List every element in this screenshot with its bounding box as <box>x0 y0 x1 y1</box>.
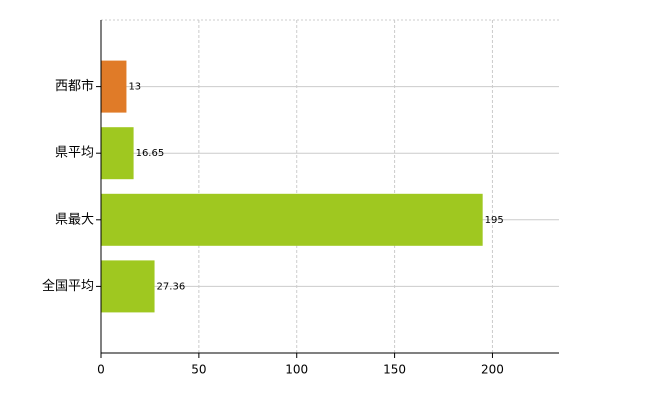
value-label: 195 <box>485 215 504 226</box>
x-tick-label: 100 <box>285 363 308 377</box>
value-label: 27.36 <box>157 281 186 292</box>
value-label: 13 <box>128 82 141 93</box>
x-tick-label: 0 <box>97 363 105 377</box>
x-tick-label: 200 <box>481 363 504 377</box>
y-tick-label: 県最大 <box>55 212 94 227</box>
value-label: 16.65 <box>136 148 165 159</box>
x-tick-label: 150 <box>383 363 406 377</box>
y-tick-label: 西都市 <box>55 78 94 94</box>
bar <box>101 60 127 113</box>
bar <box>101 193 483 246</box>
bar <box>101 127 134 180</box>
x-tick-label: 50 <box>191 363 206 377</box>
y-tick-label: 全国平均 <box>42 278 94 294</box>
y-tick-label: 県平均 <box>55 146 94 161</box>
bar <box>101 260 155 313</box>
